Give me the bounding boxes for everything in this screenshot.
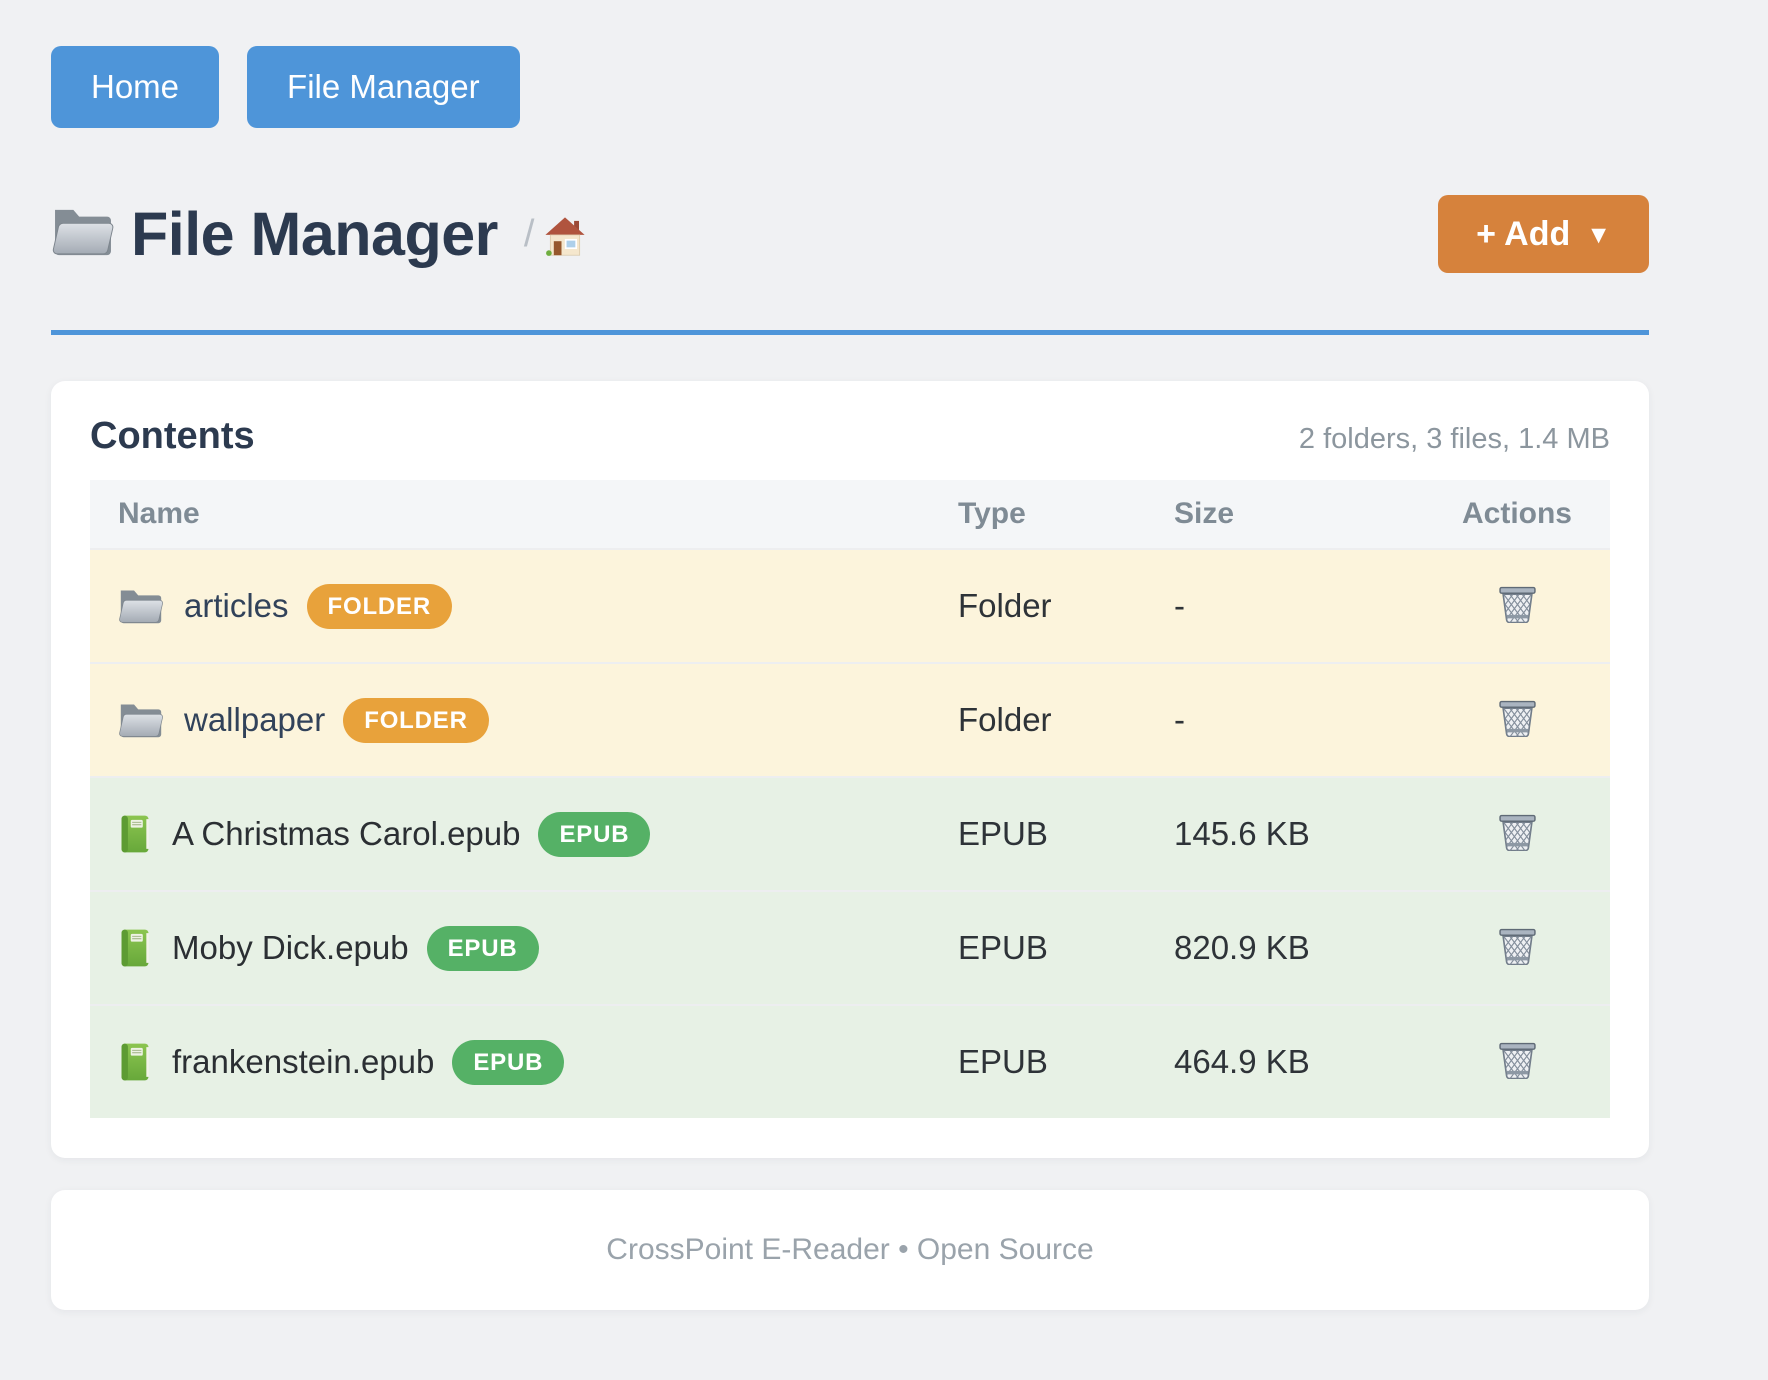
item-type: EPUB <box>958 777 1174 891</box>
page-container: Home File Manager File Manager / + Add ▼… <box>51 0 1649 1310</box>
item-type: EPUB <box>958 891 1174 1005</box>
item-name-link[interactable]: articles <box>184 587 289 625</box>
nav-home-button[interactable]: Home <box>51 46 219 128</box>
type-badge: EPUB <box>538 812 650 857</box>
type-badge: FOLDER <box>343 698 488 743</box>
item-size: - <box>1174 663 1424 777</box>
type-badge: EPUB <box>427 926 539 971</box>
table-row[interactable]: A Christmas Carol.epub EPUB EPUB 145.6 K… <box>90 777 1610 891</box>
nav-file-manager-button[interactable]: File Manager <box>247 46 520 128</box>
delete-button[interactable] <box>1494 924 1541 969</box>
table-row[interactable]: Moby Dick.epub EPUB EPUB 820.9 KB <box>90 891 1610 1005</box>
folder-icon <box>118 701 164 740</box>
table-row[interactable]: articles FOLDER Folder - <box>90 549 1610 663</box>
delete-button[interactable] <box>1494 810 1541 855</box>
green-book-icon <box>118 814 152 854</box>
type-badge: FOLDER <box>307 584 452 629</box>
page-header: File Manager / + Add ▼ <box>51 182 1649 286</box>
delete-button[interactable] <box>1494 1038 1541 1083</box>
column-header-size: Size <box>1174 480 1424 549</box>
item-name-link[interactable]: Moby Dick.epub <box>172 929 409 967</box>
item-type: Folder <box>958 549 1174 663</box>
add-button[interactable]: + Add ▼ <box>1438 195 1649 273</box>
home-icon[interactable] <box>544 216 586 258</box>
green-book-icon <box>118 1042 152 1082</box>
breadcrumb-separator: / <box>524 213 535 256</box>
contents-card: Contents 2 folders, 3 files, 1.4 MB Name… <box>51 381 1649 1158</box>
table-row[interactable]: wallpaper FOLDER Folder - <box>90 663 1610 777</box>
file-table: Name Type Size Actions articles FOLDER F… <box>90 480 1610 1118</box>
title-wrap: File Manager / <box>51 199 586 269</box>
column-header-type: Type <box>958 480 1174 549</box>
page-title: File Manager <box>131 199 498 269</box>
table-row[interactable]: frankenstein.epub EPUB EPUB 464.9 KB <box>90 1005 1610 1118</box>
column-header-name: Name <box>90 480 958 549</box>
type-badge: EPUB <box>452 1040 564 1085</box>
folder-icon <box>118 587 164 626</box>
item-size: 820.9 KB <box>1174 891 1424 1005</box>
trash-icon <box>1498 725 1537 740</box>
item-name-link[interactable]: A Christmas Carol.epub <box>172 815 520 853</box>
trash-icon <box>1498 839 1537 854</box>
table-header-row: Name Type Size Actions <box>90 480 1610 549</box>
column-header-actions: Actions <box>1424 480 1610 549</box>
footer: CrossPoint E-Reader • Open Source <box>51 1190 1649 1310</box>
item-type: Folder <box>958 663 1174 777</box>
item-size: - <box>1174 549 1424 663</box>
delete-button[interactable] <box>1494 696 1541 741</box>
trash-icon <box>1498 953 1537 968</box>
item-size: 145.6 KB <box>1174 777 1424 891</box>
green-book-icon <box>118 928 152 968</box>
contents-card-header: Contents 2 folders, 3 files, 1.4 MB <box>90 415 1610 458</box>
contents-summary: 2 folders, 3 files, 1.4 MB <box>1299 423 1610 456</box>
folder-icon <box>51 205 115 264</box>
chevron-down-icon: ▼ <box>1586 221 1611 250</box>
trash-icon <box>1498 1067 1537 1082</box>
footer-text: CrossPoint E-Reader • Open Source <box>606 1233 1093 1267</box>
top-nav: Home File Manager <box>51 0 1649 128</box>
delete-button[interactable] <box>1494 582 1541 627</box>
trash-icon <box>1498 611 1537 626</box>
title-divider <box>51 330 1649 335</box>
item-name-link[interactable]: wallpaper <box>184 701 325 739</box>
item-size: 464.9 KB <box>1174 1005 1424 1118</box>
contents-title: Contents <box>90 415 255 458</box>
item-type: EPUB <box>958 1005 1174 1118</box>
item-name-link[interactable]: frankenstein.epub <box>172 1043 434 1081</box>
add-button-label: + Add <box>1476 215 1570 254</box>
